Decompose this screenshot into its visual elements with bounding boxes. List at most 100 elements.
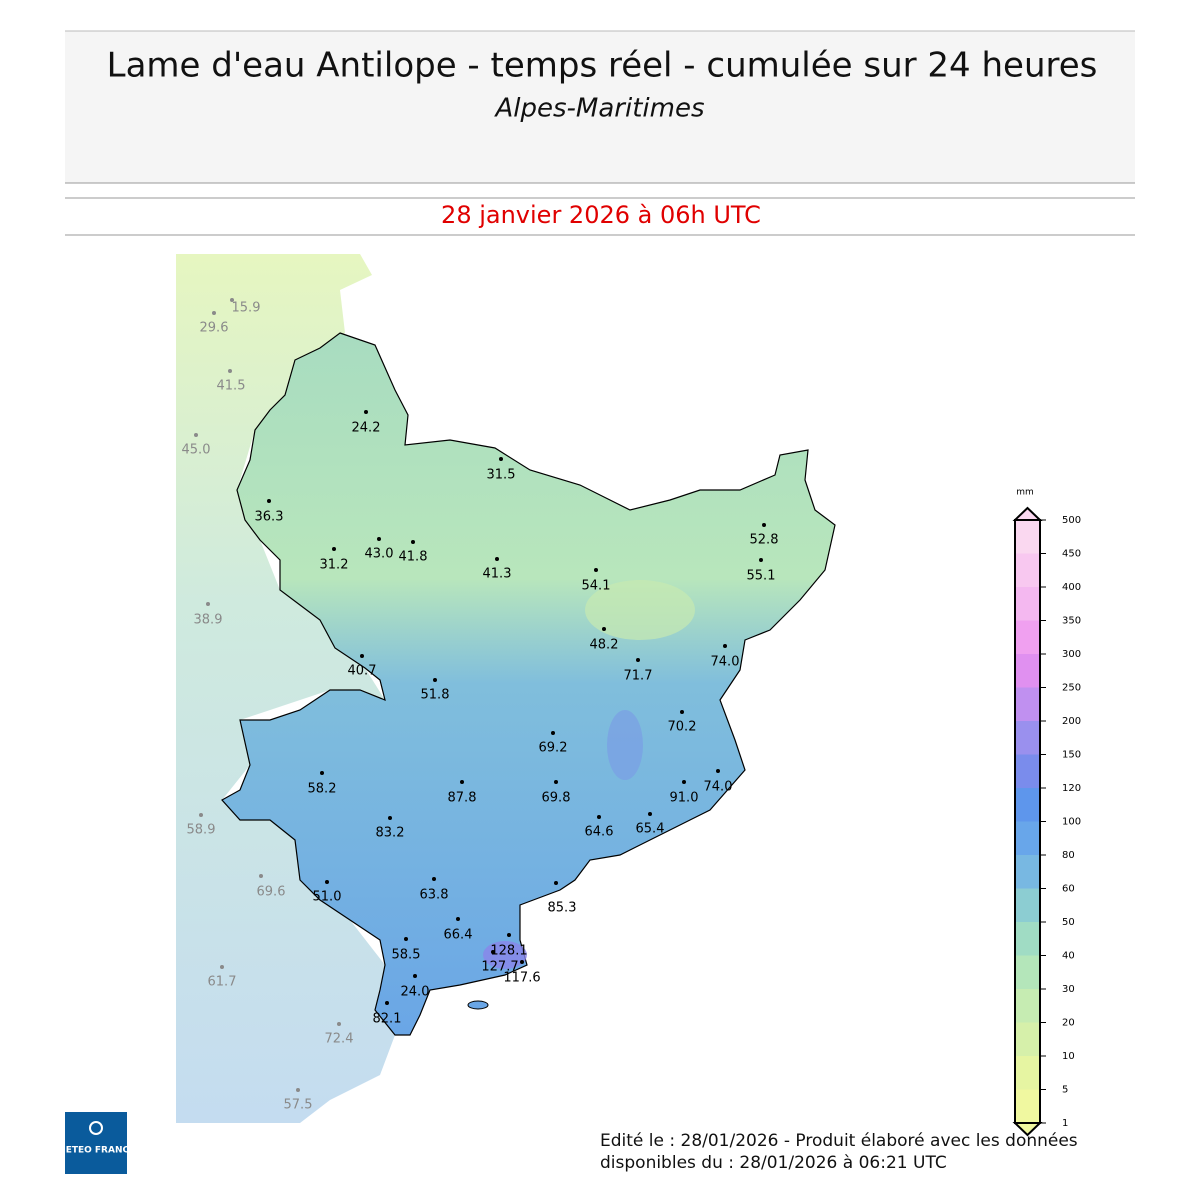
subtitle: Alpes-Maritimes bbox=[493, 94, 704, 124]
station-dot bbox=[404, 937, 408, 941]
station-value: 24.0 bbox=[401, 985, 430, 1000]
legend-arrow bbox=[1012, 506, 1043, 521]
station-value: 41.5 bbox=[217, 379, 246, 394]
legend-tick-label: 50 bbox=[1062, 917, 1075, 928]
station-dot bbox=[554, 881, 558, 885]
station-dot bbox=[495, 557, 499, 561]
station-dot bbox=[432, 877, 436, 881]
legend-swatch bbox=[1015, 955, 1040, 989]
station-dot bbox=[682, 780, 686, 784]
legend-tick-label: 400 bbox=[1062, 582, 1081, 593]
station-dot bbox=[199, 813, 203, 817]
station-dot bbox=[648, 812, 652, 816]
station-value: 69.2 bbox=[539, 741, 568, 756]
station-value: 127.7 bbox=[481, 960, 518, 975]
station-dot bbox=[388, 816, 392, 820]
legend-unit: mm bbox=[1016, 488, 1034, 498]
station-value: 55.1 bbox=[747, 569, 776, 584]
logo-mark bbox=[89, 1121, 103, 1135]
station-dot bbox=[716, 769, 720, 773]
legend-swatch bbox=[1015, 855, 1040, 889]
legend-swatch bbox=[1015, 620, 1040, 654]
legend-tick-label: 10 bbox=[1062, 1051, 1075, 1062]
station-dot bbox=[385, 1001, 389, 1005]
footer-line: disponibles du : 28/01/2026 à 06:21 UTC bbox=[600, 1153, 947, 1173]
station-value: 72.4 bbox=[325, 1032, 354, 1047]
date: 28 janvier 2026 à 06h UTC bbox=[441, 201, 761, 229]
station-dot bbox=[602, 627, 606, 631]
stations: 15.929.6 41.5 45.0 38.9 58.9 69.6 61.7 72.4 57.5… bbox=[182, 298, 779, 1113]
legend-tick-label: 450 bbox=[1062, 549, 1081, 560]
header-box bbox=[65, 31, 1135, 183]
station-value: 48.2 bbox=[590, 638, 619, 653]
legend-swatch bbox=[1015, 1056, 1040, 1090]
legend-swatch bbox=[1015, 989, 1040, 1023]
legend-swatch bbox=[1015, 520, 1040, 554]
station-dot bbox=[759, 558, 763, 562]
legend: mm 1 5 10 20 30 40 50 60 80 100 120 150 200 250 300 350 4… bbox=[1012, 488, 1081, 1137]
station-value: 31.5 bbox=[487, 468, 516, 483]
legend-swatch bbox=[1015, 888, 1040, 922]
station-value: 66.4 bbox=[444, 928, 473, 943]
station-value: 58.2 bbox=[308, 782, 337, 797]
legend-tick-label: 1 bbox=[1062, 1118, 1068, 1129]
station-value: 70.2 bbox=[668, 720, 697, 735]
legend-swatch bbox=[1015, 1022, 1040, 1056]
legend-tick-label: 80 bbox=[1062, 850, 1075, 861]
station-value: 69.8 bbox=[542, 791, 571, 806]
legend-swatch bbox=[1015, 821, 1040, 855]
station-value: 58.9 bbox=[187, 823, 216, 838]
station-dot bbox=[206, 602, 210, 606]
legend-tick-label: 200 bbox=[1062, 716, 1081, 727]
legend-tick-label: 120 bbox=[1062, 783, 1081, 794]
station-value: 85.3 bbox=[548, 901, 577, 916]
legend-tick-label: 40 bbox=[1062, 951, 1075, 962]
station-dot bbox=[259, 874, 263, 878]
station-dot bbox=[499, 457, 503, 461]
station-dot bbox=[762, 523, 766, 527]
station-value: 82.1 bbox=[373, 1012, 402, 1027]
legend-swatch bbox=[1015, 788, 1040, 822]
station-value: 51.0 bbox=[313, 890, 342, 905]
station-value: 41.8 bbox=[399, 550, 428, 565]
legend-tick-label: 30 bbox=[1062, 984, 1075, 995]
station-value: 71.7 bbox=[624, 669, 653, 684]
station-value: 45.0 bbox=[182, 443, 211, 458]
station-value: 31.2 bbox=[320, 558, 349, 573]
station-value: 58.5 bbox=[392, 948, 421, 963]
station-dot bbox=[220, 965, 224, 969]
station-value: 43.0 bbox=[365, 547, 394, 562]
station-value: 52.8 bbox=[750, 533, 779, 548]
station-value: 69.6 bbox=[257, 885, 286, 900]
station-value: 29.6 bbox=[200, 321, 229, 336]
legend-tick-label: 5 bbox=[1062, 1085, 1068, 1096]
footer-line: Edité le : 28/01/2026 - Produit élaboré … bbox=[600, 1131, 1078, 1151]
legend-swatch bbox=[1015, 654, 1040, 688]
shade bbox=[607, 710, 643, 780]
station-value: 74.0 bbox=[704, 780, 733, 795]
legend-tick-label: 60 bbox=[1062, 884, 1075, 895]
station-dot bbox=[554, 780, 558, 784]
station-dot bbox=[360, 654, 364, 658]
legend-swatch bbox=[1015, 1089, 1040, 1123]
legend-swatch bbox=[1015, 553, 1040, 587]
shade bbox=[585, 580, 695, 640]
station-value: 61.7 bbox=[208, 975, 237, 990]
station-dot bbox=[194, 433, 198, 437]
station-value: 128.1 bbox=[490, 944, 527, 959]
station-dot bbox=[680, 710, 684, 714]
station-dot bbox=[491, 950, 495, 954]
station-value: 87.8 bbox=[448, 791, 477, 806]
legend-tick-label: 250 bbox=[1062, 683, 1081, 694]
station-dot bbox=[433, 678, 437, 682]
station-value: 54.1 bbox=[582, 579, 611, 594]
station-value: 40.7 bbox=[348, 664, 377, 679]
logo-text: METEO FRANCE bbox=[57, 1146, 136, 1156]
station-value: 65.4 bbox=[636, 822, 665, 837]
station-dot bbox=[320, 771, 324, 775]
station-dot bbox=[267, 499, 271, 503]
legend-tick-label: 350 bbox=[1062, 616, 1081, 627]
station-dot bbox=[411, 540, 415, 544]
legend-tick-label: 300 bbox=[1062, 649, 1081, 660]
station-dot bbox=[332, 547, 336, 551]
